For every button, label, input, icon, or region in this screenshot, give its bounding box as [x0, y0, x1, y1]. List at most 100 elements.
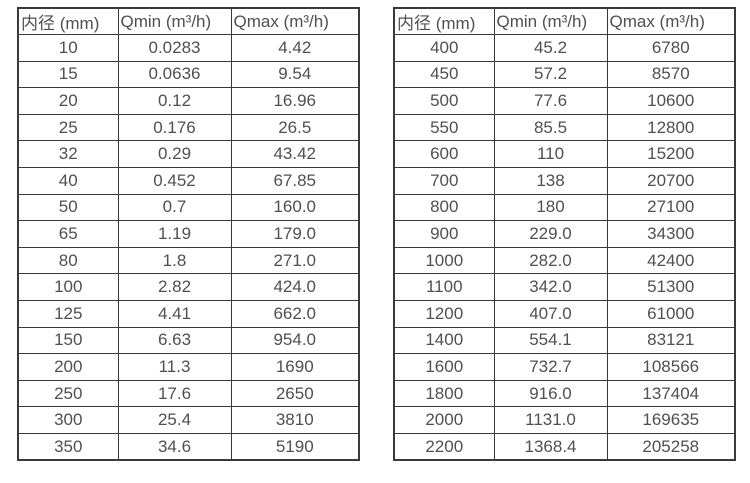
- table-row: 1100 342.0 51300: [393, 273, 736, 302]
- table-row: 100 2.82 424.0: [17, 273, 360, 302]
- qmin-cell: 6.63: [117, 326, 232, 355]
- qmin-cell: 57.2: [493, 60, 608, 89]
- table-row: 65 1.19 179.0: [17, 220, 360, 248]
- qmax-cell: 2650: [230, 379, 360, 408]
- table-body: 10 0.0283 4.42 15 0.0636 9.54 20 0.12 16.96 25 0.1…: [17, 34, 360, 461]
- qmin-cell: 4.41: [117, 300, 232, 328]
- diameter-cell: 1800: [393, 379, 495, 408]
- qmax-cell: 205258: [606, 433, 736, 461]
- qmin-cell: 282.0: [493, 246, 608, 275]
- table-row: 550 85.5 12800: [393, 113, 736, 142]
- table-row: 1000 282.0 42400: [393, 246, 736, 275]
- qmax-cell: 51300: [606, 273, 736, 302]
- diameter-cell: 100: [17, 273, 119, 302]
- table-row: 20 0.12 16.96: [17, 87, 360, 115]
- diameter-cell: 2000: [393, 406, 495, 434]
- diameter-cell: 50: [17, 193, 119, 222]
- diameter-cell: 550: [393, 113, 495, 142]
- diameter-cell: 450: [393, 60, 495, 89]
- qmin-cell: 17.6: [117, 379, 232, 408]
- diameter-cell: 200: [17, 353, 119, 381]
- qmin-cell: 0.452: [117, 167, 232, 195]
- table-header: 内径 (mm) Qmin (m³/h) Qmax (m³/h): [393, 7, 736, 36]
- qmax-cell: 26.5: [230, 113, 360, 142]
- qmax-cell: 4.42: [230, 34, 360, 62]
- qmax-cell: 169635: [606, 406, 736, 434]
- diameter-cell: 250: [17, 379, 119, 408]
- diameter-cell: 1200: [393, 300, 495, 328]
- column-header: Qmax (m³/h): [606, 7, 736, 36]
- qmax-cell: 34300: [606, 220, 736, 248]
- table-row: 1800 916.0 137404: [393, 379, 736, 408]
- diameter-cell: 150: [17, 326, 119, 355]
- diameter-cell: 1400: [393, 326, 495, 355]
- table-row: 25 0.176 26.5: [17, 113, 360, 142]
- qmin-cell: 0.0283: [117, 34, 232, 62]
- qmax-cell: 67.85: [230, 167, 360, 195]
- diameter-cell: 350: [17, 433, 119, 461]
- table-row: 700 138 20700: [393, 167, 736, 195]
- diameter-cell: 600: [393, 140, 495, 169]
- column-header: Qmin (m³/h): [493, 7, 608, 36]
- table-row: 2200 1368.4 205258: [393, 433, 736, 461]
- table-row: 200 11.3 1690: [17, 353, 360, 381]
- qmin-cell: 11.3: [117, 353, 232, 381]
- qmin-cell: 0.7: [117, 193, 232, 222]
- qmax-cell: 160.0: [230, 193, 360, 222]
- table-row: 350 34.6 5190: [17, 433, 360, 461]
- qmax-cell: 61000: [606, 300, 736, 328]
- qmin-cell: 0.176: [117, 113, 232, 142]
- table-row: 15 0.0636 9.54: [17, 60, 360, 89]
- qmin-cell: 554.1: [493, 326, 608, 355]
- column-header: 内径 (mm): [17, 7, 119, 36]
- diameter-cell: 900: [393, 220, 495, 248]
- table-row: 500 77.6 10600: [393, 87, 736, 115]
- qmax-cell: 15200: [606, 140, 736, 169]
- table-row: 150 6.63 954.0: [17, 326, 360, 355]
- qmax-cell: 83121: [606, 326, 736, 355]
- diameter-cell: 300: [17, 406, 119, 434]
- table-row: 40 0.452 67.85: [17, 167, 360, 195]
- diameter-cell: 65: [17, 220, 119, 248]
- column-header: Qmax (m³/h): [230, 7, 360, 36]
- header-row: 内径 (mm) Qmin (m³/h) Qmax (m³/h): [393, 7, 736, 36]
- qmax-cell: 43.42: [230, 140, 360, 169]
- qmin-cell: 1.19: [117, 220, 232, 248]
- qmax-cell: 20700: [606, 167, 736, 195]
- table-row: 32 0.29 43.42: [17, 140, 360, 169]
- table-row: 600 110 15200: [393, 140, 736, 169]
- diameter-cell: 15: [17, 60, 119, 89]
- diameter-cell: 125: [17, 300, 119, 328]
- table-row: 80 1.8 271.0: [17, 246, 360, 275]
- qmin-cell: 407.0: [493, 300, 608, 328]
- qmax-cell: 16.96: [230, 87, 360, 115]
- table-row: 2000 1131.0 169635: [393, 406, 736, 434]
- table-row: 1600 732.7 108566: [393, 353, 736, 381]
- qmin-cell: 732.7: [493, 353, 608, 381]
- diameter-cell: 32: [17, 140, 119, 169]
- qmax-cell: 3810: [230, 406, 360, 434]
- diameter-cell: 1600: [393, 353, 495, 381]
- diameter-cell: 400: [393, 34, 495, 62]
- diameter-cell: 25: [17, 113, 119, 142]
- qmax-cell: 108566: [606, 353, 736, 381]
- table-row: 400 45.2 6780: [393, 34, 736, 62]
- table-row: 900 229.0 34300: [393, 220, 736, 248]
- table-header: 内径 (mm) Qmin (m³/h) Qmax (m³/h): [17, 7, 360, 36]
- qmax-cell: 424.0: [230, 273, 360, 302]
- qmax-cell: 954.0: [230, 326, 360, 355]
- table-body: 400 45.2 6780 450 57.2 8570 500 77.6 10600 550 85.…: [393, 34, 736, 461]
- qmin-cell: 45.2: [493, 34, 608, 62]
- diameter-cell: 700: [393, 167, 495, 195]
- flow-rate-table-large-diameters: 内径 (mm) Qmin (m³/h) Qmax (m³/h) 400 45.2 678…: [393, 7, 736, 462]
- qmax-cell: 179.0: [230, 220, 360, 248]
- diameter-cell: 500: [393, 87, 495, 115]
- qmax-cell: 10600: [606, 87, 736, 115]
- diameter-cell: 40: [17, 167, 119, 195]
- qmin-cell: 1.8: [117, 246, 232, 275]
- table-row: 1400 554.1 83121: [393, 326, 736, 355]
- qmin-cell: 0.12: [117, 87, 232, 115]
- qmax-cell: 1690: [230, 353, 360, 381]
- qmin-cell: 1368.4: [493, 433, 608, 461]
- table-row: 10 0.0283 4.42: [17, 34, 360, 62]
